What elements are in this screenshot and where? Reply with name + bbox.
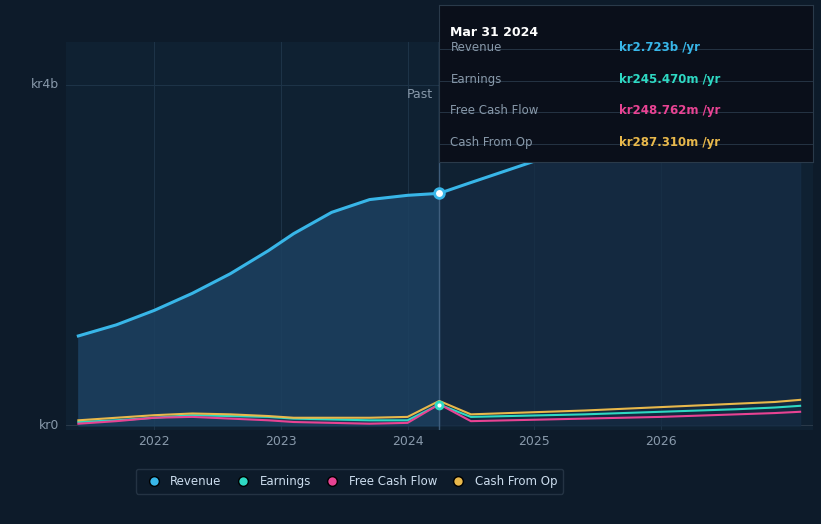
Text: Analysts Forecasts: Analysts Forecasts [449, 88, 566, 101]
Text: Revenue: Revenue [451, 41, 502, 54]
Text: kr245.470m /yr: kr245.470m /yr [618, 73, 720, 86]
Text: Earnings: Earnings [451, 73, 502, 86]
Text: Mar 31 2024: Mar 31 2024 [451, 26, 539, 39]
Legend: Revenue, Earnings, Free Cash Flow, Cash From Op: Revenue, Earnings, Free Cash Flow, Cash … [136, 469, 563, 494]
Text: kr248.762m /yr: kr248.762m /yr [618, 104, 720, 117]
Text: kr4b: kr4b [31, 78, 59, 91]
Text: kr2.723b /yr: kr2.723b /yr [618, 41, 699, 54]
Text: Free Cash Flow: Free Cash Flow [451, 104, 539, 117]
Text: Cash From Op: Cash From Op [451, 136, 533, 149]
Text: Past: Past [406, 88, 433, 101]
Text: kr0: kr0 [39, 419, 59, 432]
Text: kr287.310m /yr: kr287.310m /yr [618, 136, 720, 149]
